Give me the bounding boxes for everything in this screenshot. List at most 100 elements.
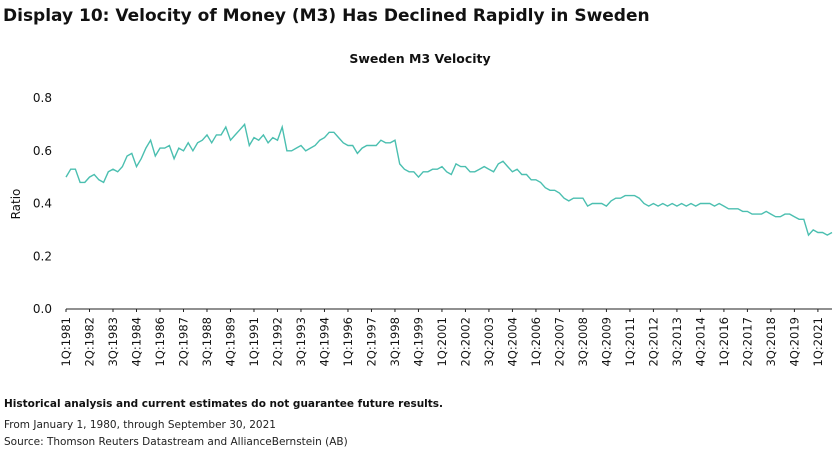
data-point xyxy=(803,218,805,220)
data-point xyxy=(305,150,307,152)
data-point xyxy=(601,203,603,205)
data-point xyxy=(107,171,109,173)
x-tick-label: 2Q:1987 xyxy=(176,317,190,367)
data-point xyxy=(211,142,213,144)
data-point xyxy=(267,142,269,144)
data-point xyxy=(178,147,180,149)
data-point xyxy=(342,142,344,144)
line-chart: 0.0 0.2 0.4 0.6 0.8 Ratio 1Q:1981 2Q:1982 3Q:1… xyxy=(9,91,833,367)
data-point xyxy=(455,163,457,165)
data-point xyxy=(164,147,166,149)
data-point xyxy=(620,197,622,199)
data-point xyxy=(399,163,401,165)
data-point xyxy=(281,126,283,128)
x-tick-label: 3Q:1993 xyxy=(294,317,308,367)
x-tick-label: 2Q:2002 xyxy=(458,317,472,367)
data-point xyxy=(309,147,311,149)
chart-title: Sweden M3 Velocity xyxy=(349,51,491,66)
x-tick-label: 4Q:1989 xyxy=(223,317,237,367)
data-point xyxy=(812,229,814,231)
data-point xyxy=(746,210,748,212)
x-tick-label: 3Q:2018 xyxy=(764,317,778,367)
data-point xyxy=(573,197,575,199)
x-tick-label: 1Q:2021 xyxy=(811,317,825,367)
data-point xyxy=(366,145,368,147)
data-point xyxy=(568,200,570,202)
data-point xyxy=(714,205,716,207)
y-tick-label: 0.8 xyxy=(33,91,52,105)
data-point xyxy=(704,203,706,205)
data-point xyxy=(140,158,142,160)
data-point xyxy=(793,216,795,218)
data-point xyxy=(253,137,255,139)
x-tick-label: 3Q:2003 xyxy=(482,317,496,367)
data-point xyxy=(718,203,720,205)
data-point xyxy=(676,205,678,207)
data-point xyxy=(154,155,156,157)
x-tick-label: 1Q:2001 xyxy=(435,317,449,367)
data-point xyxy=(394,139,396,141)
y-axis-ticks: 0.0 0.2 0.4 0.6 0.8 xyxy=(33,91,52,316)
data-point xyxy=(775,216,777,218)
y-tick-label: 0.0 xyxy=(33,302,52,316)
data-point xyxy=(648,205,650,207)
data-point xyxy=(469,171,471,173)
data-point xyxy=(770,213,772,215)
data-point xyxy=(549,189,551,191)
data-point xyxy=(479,168,481,170)
x-tick-label: 4Q:2014 xyxy=(693,317,707,367)
data-point xyxy=(526,174,528,176)
data-point xyxy=(516,168,518,170)
data-point xyxy=(629,195,631,197)
data-point xyxy=(662,203,664,205)
data-point xyxy=(784,213,786,215)
data-point xyxy=(356,152,358,154)
data-point xyxy=(375,145,377,147)
y-tick-label: 0.2 xyxy=(33,249,52,263)
data-point xyxy=(699,203,701,205)
data-point xyxy=(145,147,147,149)
data-point xyxy=(74,168,76,170)
data-point xyxy=(497,163,499,165)
x-tick-label: 2Q:2007 xyxy=(552,317,566,367)
data-point xyxy=(234,134,236,136)
data-point xyxy=(511,171,513,173)
data-point xyxy=(159,147,161,149)
data-point xyxy=(168,145,170,147)
data-point xyxy=(328,131,330,133)
data-point xyxy=(225,126,227,128)
data-point xyxy=(201,139,203,141)
data-point xyxy=(262,134,264,136)
data-point xyxy=(65,176,67,178)
x-tick-label: 2Q:2017 xyxy=(740,317,754,367)
x-tick-label: 2Q:1997 xyxy=(364,317,378,367)
data-point xyxy=(112,168,114,170)
data-point xyxy=(610,200,612,202)
data-point xyxy=(615,197,617,199)
data-point xyxy=(436,168,438,170)
data-point xyxy=(756,213,758,215)
data-point xyxy=(582,197,584,199)
data-point xyxy=(239,129,241,131)
data-point xyxy=(248,145,250,147)
data-point xyxy=(314,145,316,147)
data-point xyxy=(530,179,532,181)
data-point xyxy=(502,160,504,162)
data-point xyxy=(347,145,349,147)
data-point xyxy=(333,131,335,133)
data-point xyxy=(709,203,711,205)
x-tick-label: 4Q:2009 xyxy=(599,317,613,367)
x-tick-label: 4Q:1984 xyxy=(129,317,143,367)
y-tick-label: 0.6 xyxy=(33,144,52,158)
data-point xyxy=(361,147,363,149)
x-tick-label: 1Q:1996 xyxy=(341,317,355,367)
data-point xyxy=(723,205,725,207)
data-point xyxy=(450,174,452,176)
data-point xyxy=(643,203,645,205)
data-point xyxy=(808,234,810,236)
data-point xyxy=(493,171,495,173)
disclaimer-note: Historical analysis and current estimate… xyxy=(4,398,444,410)
x-tick-label: 3Q:2008 xyxy=(576,317,590,367)
data-point xyxy=(324,137,326,139)
data-point xyxy=(535,179,537,181)
